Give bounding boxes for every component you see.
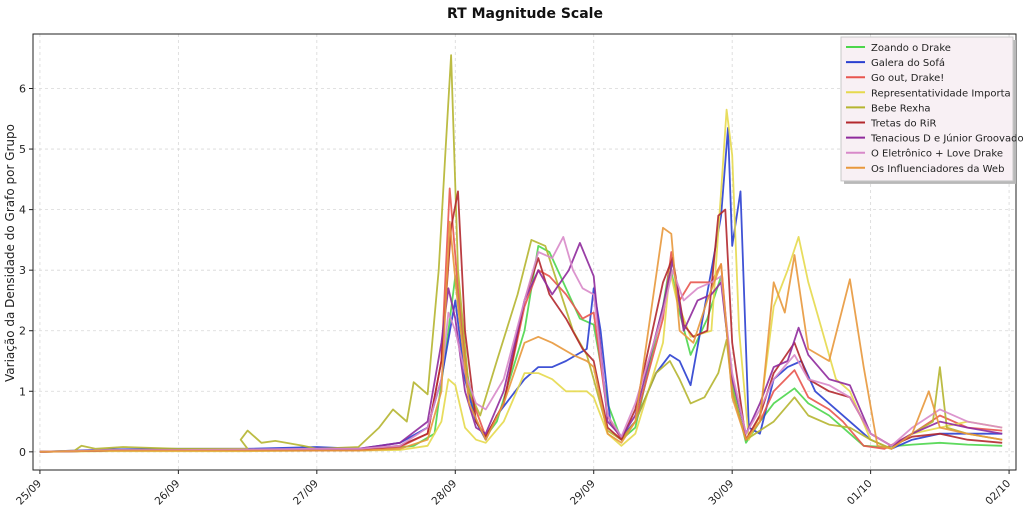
legend-label: Os Influenciadores da Web (871, 164, 1004, 175)
y-tick-label: 4 (19, 204, 26, 217)
series-line-5 (39, 54, 1003, 453)
series-line-1 (39, 245, 1003, 453)
x-tick-label: 02/10 (983, 478, 1013, 508)
legend: Zoando o Drake Galera do Sofá Go out, Drak… (840, 36, 1024, 184)
y-tick-label: 5 (19, 143, 26, 156)
y-tick-label: 1 (19, 385, 26, 398)
series-layer (39, 54, 1003, 453)
series-line-7 (39, 242, 1003, 453)
legend-label: Representatividade Importa (871, 88, 1011, 99)
y-tick-label: 0 (19, 446, 26, 459)
x-tick-label: 26/09 (153, 478, 183, 508)
series-line-9 (39, 220, 1003, 453)
y-tick-label: 2 (19, 325, 26, 338)
legend-label: Tretas do RiR (870, 119, 936, 130)
legend-label: Go out, Drake! (871, 73, 944, 84)
plot-frame (32, 33, 1017, 471)
x-tick-label: 29/09 (568, 478, 598, 508)
legend-box (840, 36, 1014, 182)
legend-label: O Eletrônico + Love Drake (871, 148, 1003, 160)
x-tick-label: 30/09 (706, 478, 736, 508)
chart-title: RT Magnitude Scale (447, 6, 603, 22)
x-tick-label: 25/09 (14, 478, 44, 508)
y-axis-label: Variação da Densidade do Grafo por Grupo (3, 124, 17, 382)
y-tick-label: 6 (19, 83, 26, 96)
y-tick-label: 3 (19, 264, 26, 277)
x-tick-label: 28/09 (430, 478, 460, 508)
legend-label: Tenacious D e Júnior Groovador (870, 133, 1024, 145)
x-tick-label: 01/10 (845, 478, 875, 508)
x-tick-label: 27/09 (291, 478, 321, 508)
series-line-8 (39, 236, 1003, 453)
legend-label: Zoando o Drake (871, 43, 951, 54)
legend-label: Bebe Rexha (871, 103, 931, 114)
legend-label: Galera do Sofá (871, 57, 945, 69)
